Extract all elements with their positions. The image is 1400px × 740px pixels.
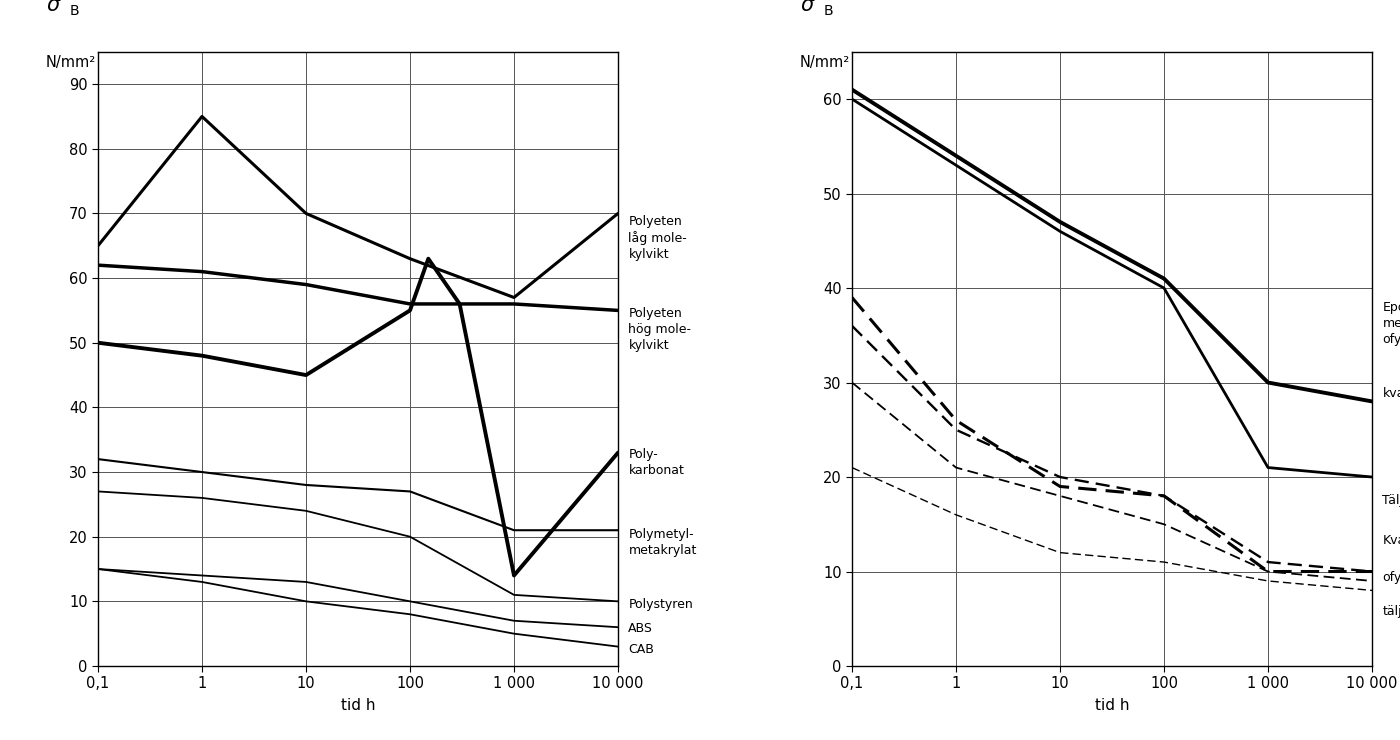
Text: ofylld: ofylld	[1382, 571, 1400, 584]
X-axis label: tid h: tid h	[1095, 699, 1130, 713]
X-axis label: tid h: tid h	[340, 699, 375, 713]
Text: N/mm²: N/mm²	[799, 55, 850, 70]
Text: N/mm²: N/mm²	[46, 55, 97, 70]
Text: Poly-
karbonat: Poly- karbonat	[629, 448, 685, 477]
Text: Polymetyl-
metakrylat: Polymetyl- metakrylat	[629, 528, 697, 556]
Text: CAB: CAB	[629, 642, 654, 656]
Text: kvartsmjöl: kvartsmjöl	[1382, 386, 1400, 400]
Text: B: B	[823, 4, 833, 18]
Text: Polystyren: Polystyren	[629, 599, 693, 611]
Text: Kvartsmjöl: Kvartsmjöl	[1382, 534, 1400, 547]
Text: B: B	[70, 4, 78, 18]
Text: Epoxiharts
med:
ofylld: Epoxiharts med: ofylld	[1382, 300, 1400, 346]
Text: Polyeten
låg mole-
kylvikt: Polyeten låg mole- kylvikt	[629, 215, 687, 260]
Text: Polyeten
hög mole-
kylvikt: Polyeten hög mole- kylvikt	[629, 306, 692, 351]
Text: ABS: ABS	[629, 622, 654, 635]
Text: täljstensmjöl: täljstensmjöl	[1382, 605, 1400, 618]
Text: $\sigma$: $\sigma$	[46, 0, 62, 15]
Text: $\sigma$: $\sigma$	[799, 0, 816, 15]
Text: Täljstensmjöl: Täljstensmjöl	[1382, 494, 1400, 507]
